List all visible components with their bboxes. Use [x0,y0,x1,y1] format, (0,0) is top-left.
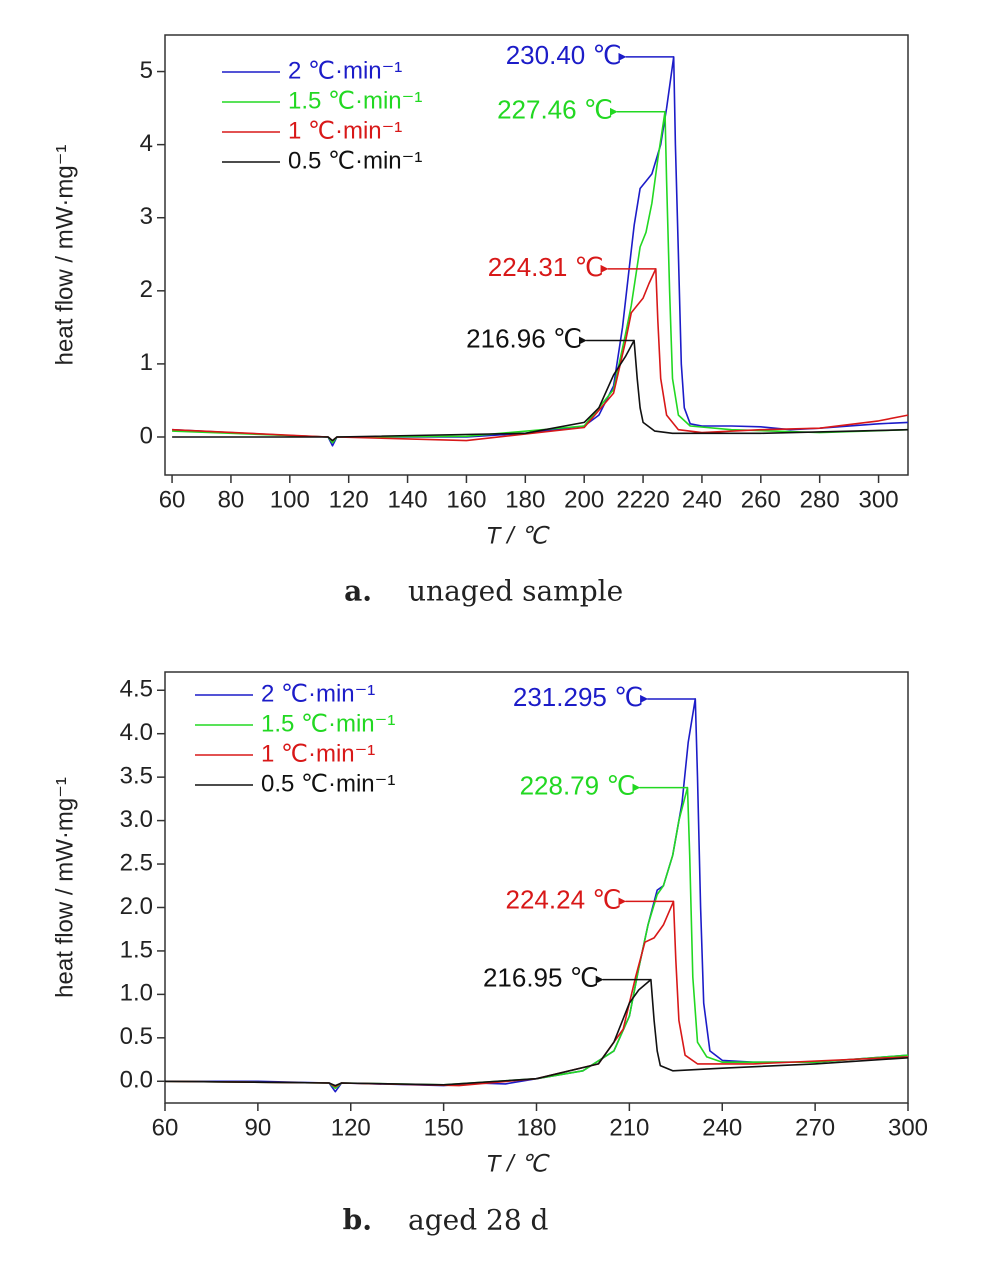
x-tick-label: 100 [270,486,310,513]
x-tick-label: 270 [795,1114,835,1141]
x-tick-label: 300 [859,486,899,513]
series-line [172,339,909,442]
annotation-label: 224.31 ℃ [488,252,604,282]
y-axis-label: heat flow / mW·mg⁻¹ [51,145,78,366]
x-tick-label: 160 [446,486,486,513]
annotation-label: 224.24 ℃ [506,884,622,914]
caption-text: aged 28 d [408,1204,549,1237]
y-tick-label: 2.5 [120,849,153,876]
x-tick-label: 140 [388,486,428,513]
legend-label: 1.5 ℃·min⁻¹ [261,710,395,737]
y-tick-label: 0.0 [120,1067,153,1094]
y-tick-label: 5 [140,57,153,84]
panel: 60 90 120 150 180 210 240 270 300 0.0 0.5 1.0 1.5 2.0… [51,671,928,1237]
y-tick-label: 1 [140,349,153,376]
x-axis-label: T / ℃ [486,1150,551,1177]
x-tick-label: 90 [245,1114,272,1141]
x-tick-label: 150 [424,1114,464,1141]
y-tick-label: 3 [140,203,153,230]
legend-label: 1 ℃·min⁻¹ [261,740,375,767]
annotation-label: 216.95 ℃ [483,962,599,992]
series-line [164,900,909,1088]
x-tick-label: 200 [564,486,604,513]
y-tick-label: 3.5 [120,762,153,789]
y-tick-label: 1.5 [120,936,153,963]
y-axis-label: heat flow / mW·mg⁻¹ [51,777,78,998]
x-tick-label: 2220 [616,486,669,513]
x-tick-label: 280 [800,486,840,513]
annotation-label: 231.295 ℃ [513,682,643,712]
y-tick-label: 2 [140,276,153,303]
plot-frame [164,34,909,476]
y-tick-label: 4 [140,130,153,157]
y-tick-label: 0.5 [120,1023,153,1050]
y-tick-label: 1.0 [120,980,153,1007]
x-tick-label: 60 [159,486,186,513]
x-tick-label: 60 [152,1114,179,1141]
legend-label: 1.5 ℃·min⁻¹ [288,87,422,114]
x-tick-label: 180 [505,486,545,513]
legend-label: 2 ℃·min⁻¹ [261,680,375,707]
x-tick-label: 300 [888,1114,928,1141]
annotation-label: 216.96 ℃ [466,323,582,353]
y-tick-label: 2.0 [120,893,153,920]
series-line [164,786,909,1089]
legend-label: 0.5 ℃·min⁻¹ [288,147,422,174]
annotation-label: 227.46 ℃ [497,95,613,125]
x-tick-label: 180 [516,1114,556,1141]
x-tick-label: 240 [702,1114,742,1141]
y-tick-label: 4.5 [120,676,153,703]
series-line [164,978,909,1087]
legend-label: 2 ℃·min⁻¹ [288,57,402,84]
x-tick-label: 260 [741,486,781,513]
annotation-label: 230.40 ℃ [506,40,622,70]
x-axis-label: T / ℃ [486,522,551,549]
x-tick-label: 210 [609,1114,649,1141]
caption-label: b. [343,1204,372,1237]
x-tick-label: 120 [331,1114,371,1141]
series-line [172,110,909,444]
x-tick-label: 80 [218,486,245,513]
legend-label: 1 ℃·min⁻¹ [288,117,402,144]
y-tick-label: 4.0 [120,719,153,746]
annotation-label: 228.79 ℃ [520,770,636,800]
series-line [172,268,909,442]
x-tick-label: 120 [329,486,369,513]
panel: 60 80 100 120 140 160 180 200 2220 240 260 280 300 0 1… [51,34,909,608]
caption-text: unaged sample [408,575,623,608]
x-tick-label: 240 [682,486,722,513]
caption-label: a. [344,575,372,608]
y-tick-label: 3.0 [120,806,153,833]
legend-label: 0.5 ℃·min⁻¹ [261,770,395,797]
y-tick-label: 0 [140,422,153,449]
